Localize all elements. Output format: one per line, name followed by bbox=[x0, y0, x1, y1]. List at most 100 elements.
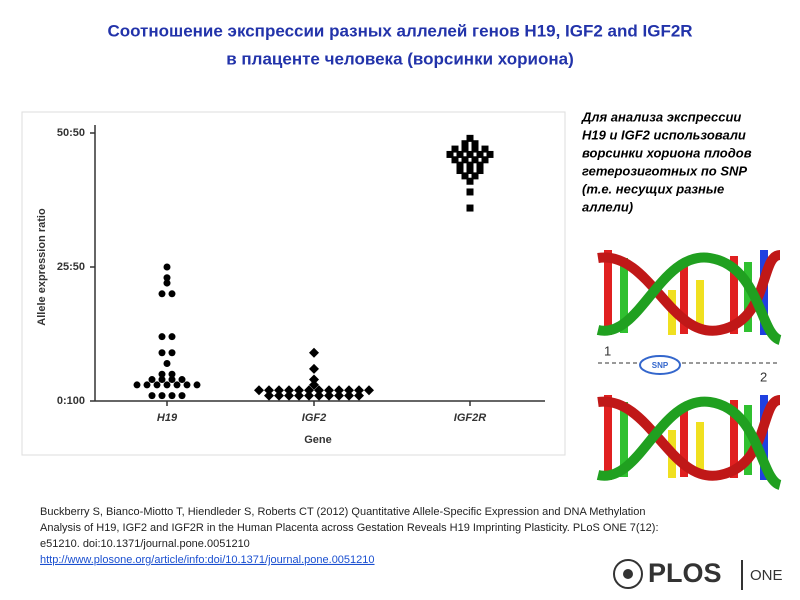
point bbox=[284, 390, 294, 401]
point bbox=[163, 263, 171, 271]
point bbox=[486, 150, 494, 158]
x-tick-label: H19 bbox=[157, 412, 178, 424]
citation-line: e51210. doi:10.1371/journal.pone.0051210 bbox=[40, 538, 250, 550]
x-tick-label: IGF2 bbox=[302, 412, 326, 424]
point bbox=[461, 145, 469, 153]
point bbox=[354, 385, 364, 396]
citation-line: Buckberry S, Bianco-Miotto T, Hiendleder… bbox=[40, 506, 646, 518]
point bbox=[461, 140, 469, 148]
point bbox=[334, 390, 344, 401]
point bbox=[309, 347, 319, 358]
point bbox=[466, 161, 474, 169]
note: Для анализа экспрессии H19 и IGF2 исполь… bbox=[581, 109, 752, 214]
point bbox=[168, 376, 176, 384]
point bbox=[364, 385, 374, 396]
point bbox=[158, 392, 166, 400]
point bbox=[264, 385, 274, 396]
point bbox=[294, 390, 304, 401]
point bbox=[294, 385, 304, 396]
point bbox=[466, 177, 474, 185]
point bbox=[168, 333, 176, 341]
note-line: (т.е. несущих разные bbox=[582, 181, 724, 196]
citation-link[interactable]: http://www.plosone.org/article/info:doi/… bbox=[40, 554, 375, 566]
point bbox=[481, 156, 489, 164]
point bbox=[471, 140, 479, 148]
note-line: гетерозиготных по SNP bbox=[582, 163, 747, 178]
point bbox=[163, 381, 171, 389]
point bbox=[344, 385, 354, 396]
note-line: аллели) bbox=[582, 199, 633, 214]
point bbox=[163, 279, 171, 287]
point bbox=[309, 374, 319, 385]
helix-bottom bbox=[596, 395, 783, 490]
x-axis-label: Gene bbox=[304, 434, 332, 446]
point bbox=[461, 156, 469, 164]
point bbox=[183, 381, 191, 389]
point bbox=[466, 204, 474, 212]
point bbox=[446, 150, 454, 158]
point bbox=[466, 167, 474, 175]
point bbox=[324, 390, 334, 401]
point bbox=[158, 349, 166, 357]
x-tick-label: IGF2R bbox=[454, 412, 486, 424]
point bbox=[163, 274, 171, 282]
slide-title: в плаценте человека (ворсинки хориона) bbox=[226, 49, 574, 68]
point bbox=[456, 150, 464, 158]
point bbox=[456, 167, 464, 175]
point bbox=[173, 381, 181, 389]
point bbox=[466, 134, 474, 142]
citation-line: Analysis of H19, IGF2 and IGF2R in the H… bbox=[40, 522, 659, 534]
point bbox=[476, 167, 484, 175]
logo-journal: ONE bbox=[750, 567, 783, 584]
point bbox=[451, 145, 459, 153]
point bbox=[133, 381, 141, 389]
plos-logo: PLOS ONE bbox=[613, 558, 783, 590]
point bbox=[168, 370, 176, 378]
point bbox=[466, 188, 474, 196]
y-tick-label: 0:100 bbox=[57, 395, 85, 407]
note-line: Для анализа экспрессии bbox=[581, 109, 741, 124]
point bbox=[158, 333, 166, 341]
point bbox=[264, 390, 274, 401]
point bbox=[334, 385, 344, 396]
point bbox=[158, 290, 166, 298]
snp-label: SNP bbox=[652, 361, 669, 370]
point bbox=[314, 390, 324, 401]
note-line: ворсинки хориона плодов bbox=[582, 145, 752, 160]
point bbox=[178, 376, 186, 384]
logo-brand: PLOS bbox=[648, 558, 722, 588]
point bbox=[158, 376, 166, 384]
point bbox=[324, 385, 334, 396]
point bbox=[304, 390, 314, 401]
point bbox=[178, 392, 186, 400]
point bbox=[163, 359, 171, 367]
point bbox=[168, 349, 176, 357]
strand-label: 1 bbox=[604, 343, 611, 358]
point bbox=[168, 392, 176, 400]
point bbox=[481, 145, 489, 153]
point bbox=[471, 172, 479, 180]
point bbox=[456, 161, 464, 169]
point bbox=[476, 161, 484, 169]
point bbox=[314, 385, 324, 396]
point bbox=[451, 156, 459, 164]
note-line: H19 и IGF2 использовали bbox=[582, 127, 746, 142]
point bbox=[461, 172, 469, 180]
point bbox=[309, 363, 319, 374]
point bbox=[284, 385, 294, 396]
helix-top bbox=[596, 250, 783, 345]
y-axis-label: Allele expression ratio bbox=[36, 208, 48, 326]
strand-label: 2 bbox=[760, 369, 767, 384]
point bbox=[476, 150, 484, 158]
point bbox=[471, 156, 479, 164]
point bbox=[274, 390, 284, 401]
point bbox=[471, 145, 479, 153]
point bbox=[168, 290, 176, 298]
point bbox=[274, 385, 284, 396]
plot: Allele expression ratio Gene 0:100 25:50 5… bbox=[36, 125, 545, 446]
point bbox=[344, 390, 354, 401]
dna-illustration: SNP 1 2 bbox=[596, 250, 783, 490]
chart-frame bbox=[21, 111, 566, 456]
point bbox=[466, 150, 474, 158]
